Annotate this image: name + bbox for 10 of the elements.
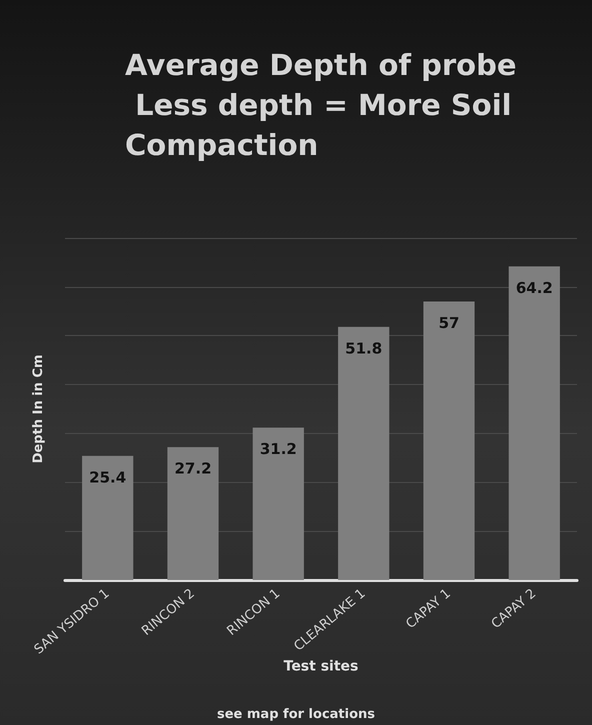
chart-title: Average Depth of probe Less depth = More Soil Compaction <box>125 48 522 162</box>
data-label: 64.2 <box>516 278 553 297</box>
data-label: 27.2 <box>174 460 212 478</box>
data-label: 31.2 <box>260 440 297 458</box>
data-label: 57 <box>438 314 460 332</box>
x-axis-title: Test sites <box>284 658 358 675</box>
data-label: 25.4 <box>89 468 126 486</box>
data-label: 51.8 <box>345 339 382 358</box>
text: see map for locations <box>216 707 376 722</box>
y-axis-title: Depth In in Cm <box>31 354 46 464</box>
